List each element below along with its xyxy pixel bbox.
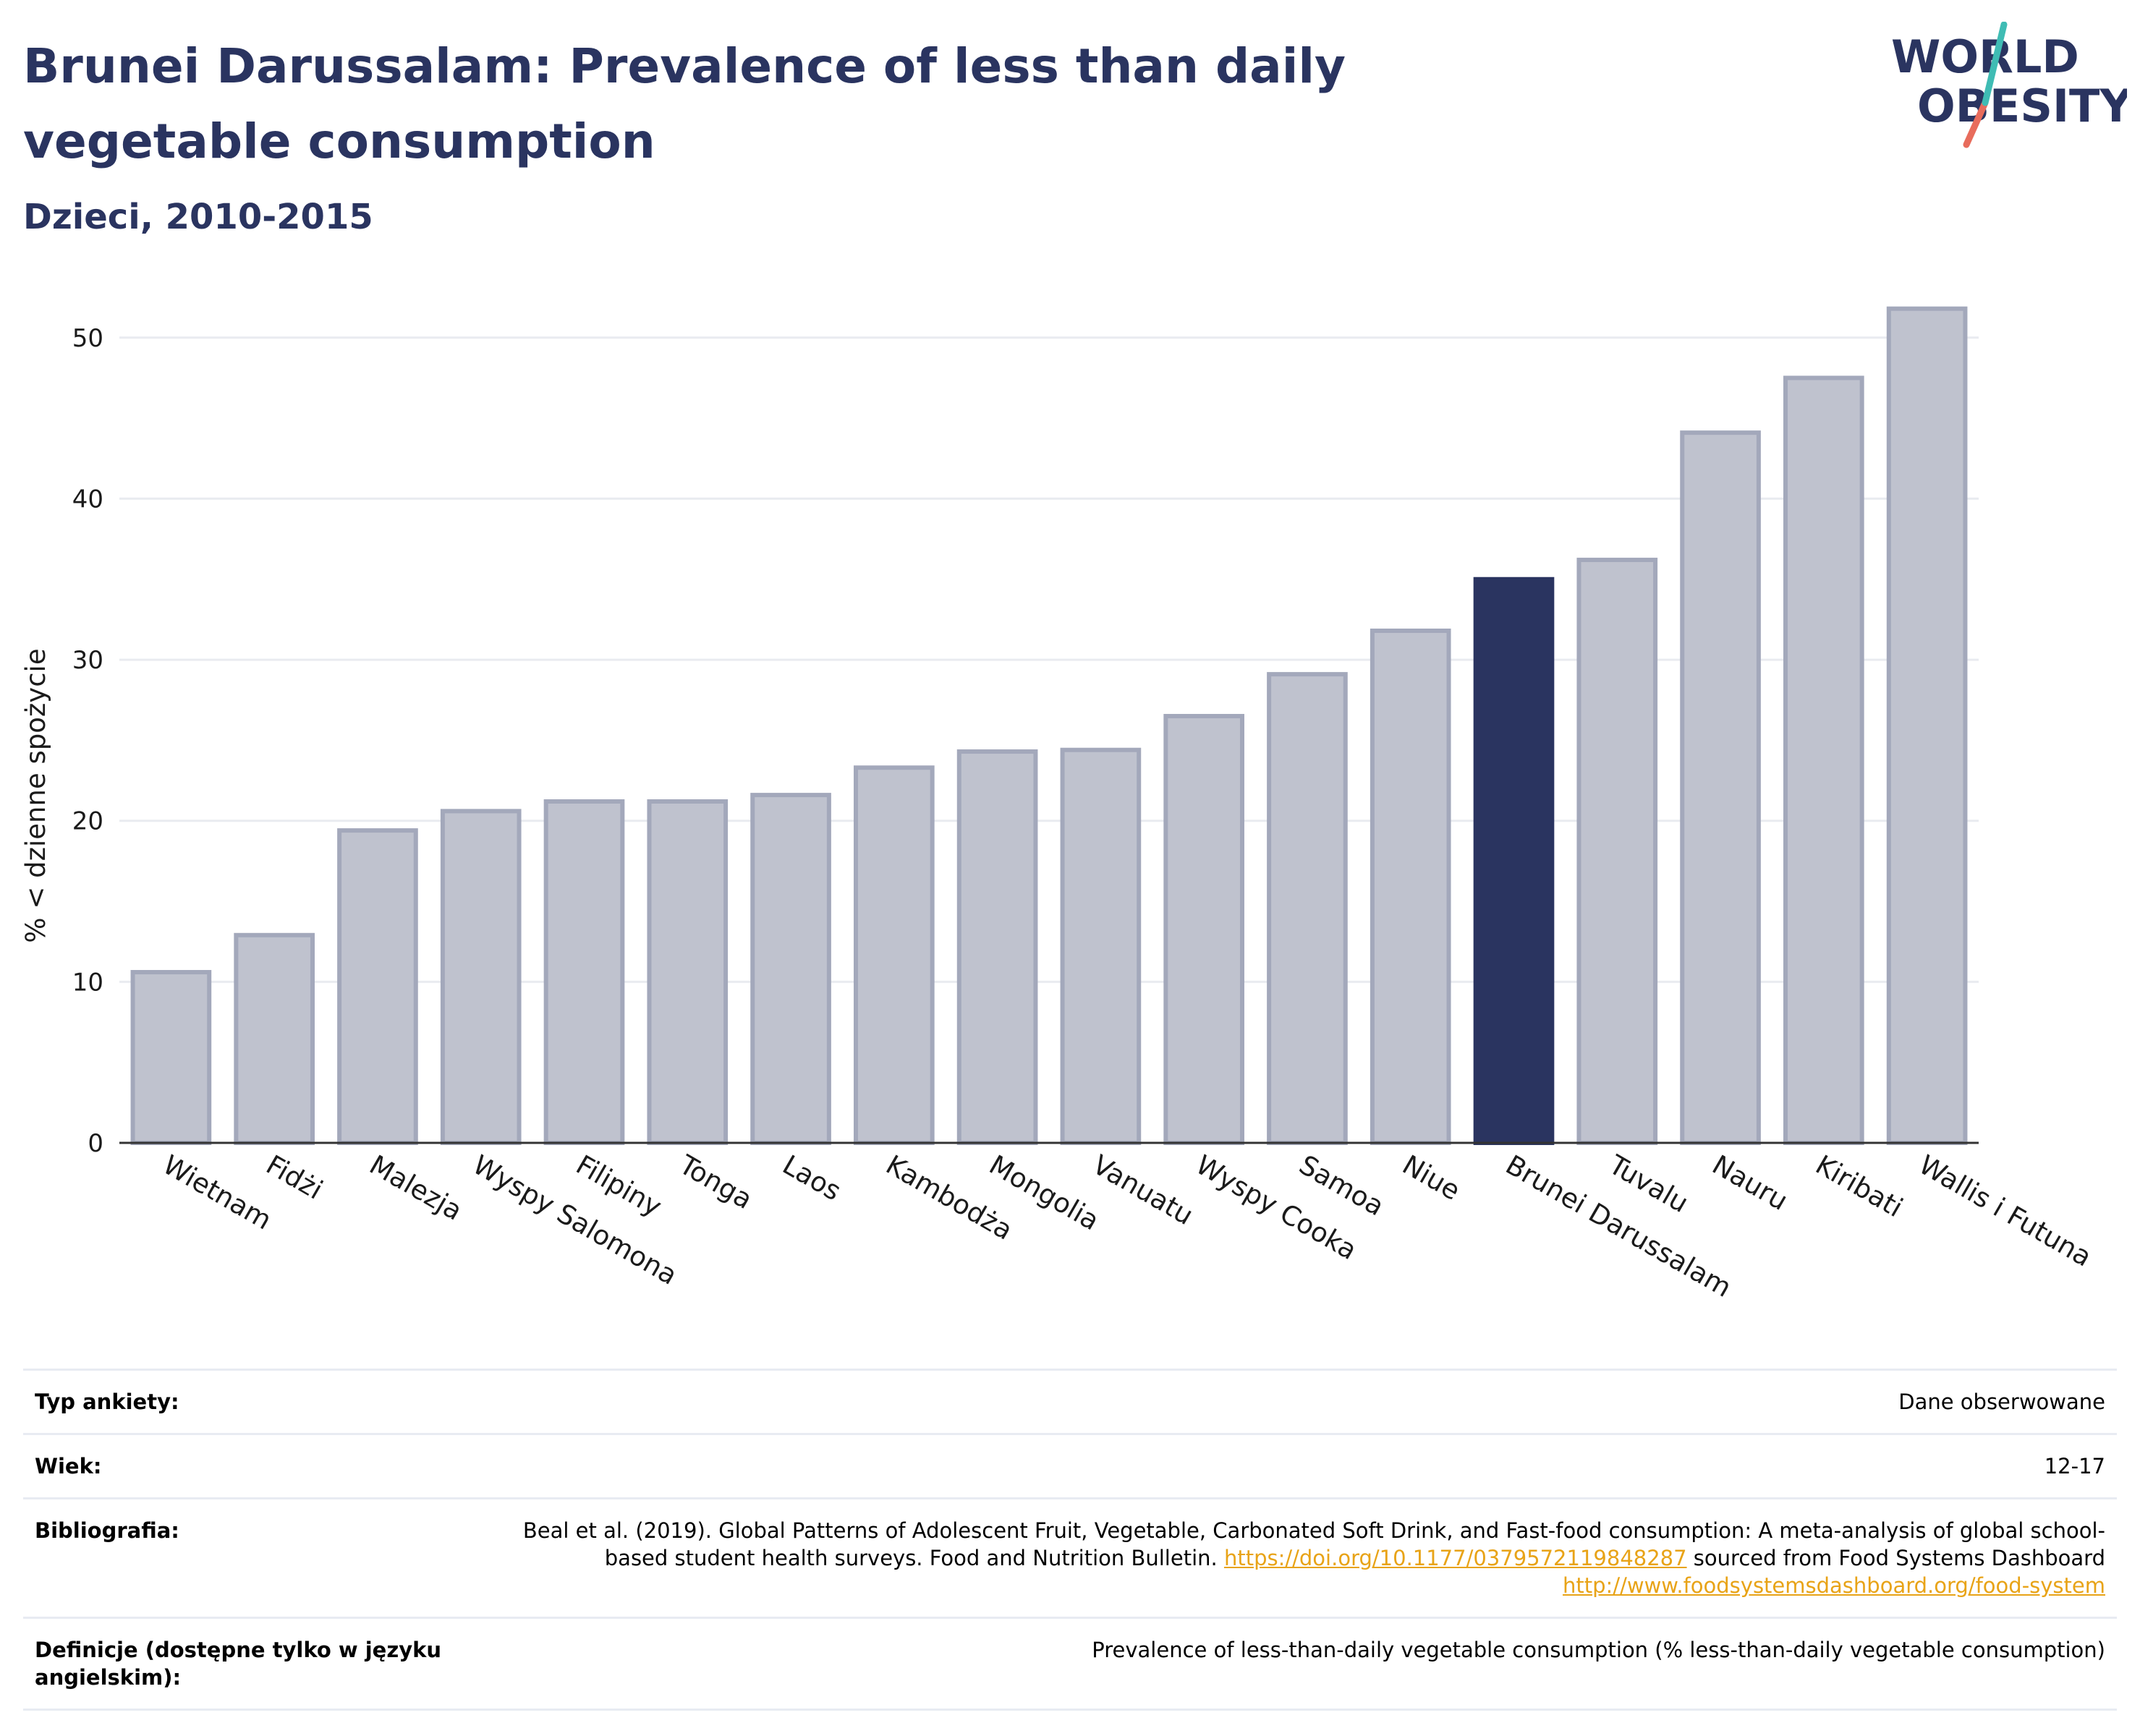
survey-type-value: Dane obserwowane	[509, 1369, 2117, 1435]
x-tick-label: Niue	[1397, 1149, 1465, 1207]
logo-text-line1: WORLD	[1891, 30, 2079, 83]
age-value: 12-17	[509, 1433, 2117, 1499]
bar	[1370, 629, 1451, 1145]
info-row-definitions: Definicje (dostępne tylko w języku angie…	[23, 1617, 2117, 1711]
bar	[956, 749, 1038, 1145]
info-row-survey-type: Typ ankiety: Dane obserwowane	[23, 1369, 2117, 1435]
x-tick-label: Vanuatu	[1087, 1149, 1199, 1232]
bar	[337, 828, 418, 1145]
survey-type-label: Typ ankiety:	[23, 1369, 509, 1435]
bar	[543, 799, 625, 1145]
y-tick-label: 10	[72, 968, 103, 997]
bar	[130, 970, 212, 1145]
chart-subtitle: Dzieci, 2010-2015	[23, 197, 373, 237]
chart-title: Brunei Darussalam: Prevalence of less th…	[23, 38, 1346, 169]
bar	[234, 932, 315, 1146]
x-tick-label: Wietnam	[158, 1149, 277, 1236]
logo-slash-teal	[1982, 22, 2008, 106]
bibliography-value: Beal et al. (2019). Global Patterns of A…	[509, 1497, 2117, 1619]
bar-highlighted	[1473, 576, 1555, 1145]
bar	[1576, 558, 1658, 1145]
y-tick-label: 50	[72, 324, 103, 353]
logo-text-line2: OBESITY	[1917, 80, 2127, 132]
bar	[440, 809, 522, 1146]
definitions-value: Prevalence of less-than-daily vegetable …	[509, 1617, 2117, 1711]
gridlines	[119, 336, 1979, 983]
bar	[1060, 747, 1142, 1146]
x-tick-label: Fidżi	[261, 1149, 328, 1206]
y-tick-label: 30	[72, 646, 103, 675]
bar	[1680, 430, 1761, 1145]
y-tick-label: 20	[72, 807, 103, 836]
world-obesity-logo: WORLD OBESITY	[1891, 22, 2127, 148]
bar	[1886, 306, 1968, 1145]
doi-link[interactable]: https://doi.org/10.1177/0379572119848287	[1223, 1546, 1687, 1570]
y-tick-label: 40	[72, 485, 103, 514]
definitions-label: Definicje (dostępne tylko w języku angie…	[23, 1617, 509, 1711]
y-tick-label: 0	[88, 1129, 103, 1158]
bar	[854, 765, 935, 1145]
bibliography-label: Bibliografia:	[23, 1497, 509, 1619]
age-label: Wiek:	[23, 1433, 509, 1499]
info-row-age: Wiek: 12-17	[23, 1433, 2117, 1499]
x-tick-label: Tonga	[674, 1149, 757, 1215]
info-table: Typ ankiety: Dane obserwowane Wiek: 12-1…	[23, 1369, 2117, 1711]
y-axis-title: % < dzienne spożycie	[20, 648, 51, 943]
bar	[1267, 672, 1348, 1145]
x-tick-label: Malezja	[364, 1149, 467, 1227]
bibliography-text-1: Beal et al. (2019). Global Patterns of A…	[522, 1518, 2105, 1570]
bar	[1163, 714, 1244, 1145]
bar	[1783, 375, 1864, 1145]
bar	[647, 799, 729, 1145]
logo-slash-coral	[1963, 99, 1989, 148]
food-systems-link[interactable]: http://www.foodsystemsdashboard.org/food…	[1563, 1573, 2105, 1598]
bibliography-text-2: sourced from Food Systems Dashboard	[1693, 1546, 2105, 1570]
x-tick-label: Laos	[778, 1149, 846, 1207]
bar	[750, 793, 831, 1146]
x-tick-label: Kiribati	[1810, 1149, 1908, 1224]
x-tick-label: Nauru	[1707, 1149, 1793, 1217]
x-tick-label: Wallis i Futuna	[1914, 1149, 2097, 1273]
y-axis-ticks: 0 10 20 30 40 50	[72, 324, 103, 1158]
info-row-bibliography: Bibliografia: Beal et al. (2019). Global…	[23, 1497, 2117, 1619]
bars	[130, 306, 1968, 1146]
